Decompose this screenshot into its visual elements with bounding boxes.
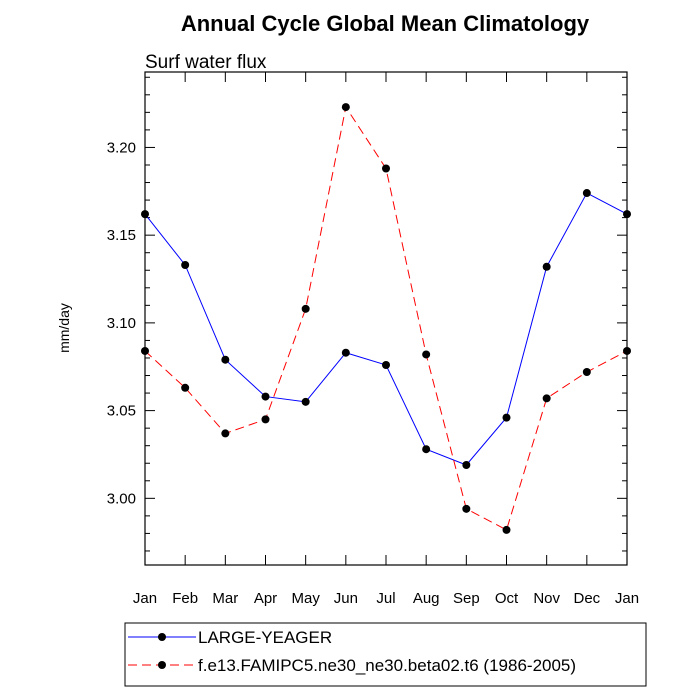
plot-frame <box>144 71 628 566</box>
x-tick-label: Jul <box>376 590 395 607</box>
x-tick-labels: Jan Feb Mar Apr May Jun Jul Aug Sep Oct Nov Dec Jan <box>133 590 639 607</box>
data-point <box>261 392 270 401</box>
data-point <box>221 429 230 438</box>
data-point <box>341 348 350 357</box>
axis-ticks <box>144 72 628 565</box>
legend-marker <box>158 633 166 641</box>
data-point <box>341 103 350 112</box>
data-point <box>502 413 511 422</box>
data-point <box>181 383 190 392</box>
data-point <box>542 394 551 403</box>
y-tick-label: 3.15 <box>107 227 136 244</box>
x-tick-label: Jan <box>133 590 157 607</box>
x-tick-label: Aug <box>413 590 440 607</box>
legend: LARGE-YEAGER f.e13.FAMIPC5.ne30_ne30.beta… <box>124 622 647 687</box>
data-point <box>181 260 190 269</box>
data-point <box>422 445 431 454</box>
y-axis-label: mm/day <box>56 303 72 353</box>
data-point <box>502 525 511 534</box>
y-tick-label: 3.00 <box>107 490 136 507</box>
chart-title: Annual Cycle Global Mean Climatology <box>181 11 590 36</box>
legend-label: LARGE-YEAGER <box>198 628 332 647</box>
x-tick-label: Mar <box>212 590 238 607</box>
x-tick-label: Jun <box>334 590 358 607</box>
series-2 <box>141 103 631 534</box>
data-point <box>462 460 471 469</box>
data-point <box>582 368 591 377</box>
legend-marker <box>158 661 166 669</box>
legend-box <box>124 622 647 687</box>
y-tick-labels: 3.00 3.05 3.10 3.15 3.20 <box>107 139 136 507</box>
data-point <box>582 189 591 198</box>
x-tick-label: Dec <box>573 590 600 607</box>
data-point <box>261 415 270 424</box>
data-point <box>141 346 149 355</box>
data-point <box>301 304 310 313</box>
data-point <box>301 397 310 406</box>
data-point <box>462 504 471 513</box>
x-tick-label: Apr <box>254 590 277 607</box>
x-tick-label: Feb <box>172 590 198 607</box>
x-tick-label: Oct <box>495 590 519 607</box>
y-tick-label: 3.10 <box>107 315 136 332</box>
x-tick-label: Sep <box>453 590 480 607</box>
data-point <box>422 350 431 359</box>
data-point <box>623 346 631 355</box>
y-tick-label: 3.20 <box>107 139 136 156</box>
data-point <box>141 210 149 219</box>
data-point <box>542 262 551 271</box>
data-point <box>382 360 390 369</box>
data-point <box>221 355 230 364</box>
x-tick-label: Jan <box>615 590 639 607</box>
data-point <box>382 164 390 173</box>
series-layer <box>141 103 631 534</box>
series-1 <box>141 189 631 469</box>
x-tick-label: May <box>291 590 320 607</box>
chart-subtitle: Surf water flux <box>145 52 267 73</box>
y-tick-label: 3.05 <box>107 403 136 420</box>
legend-label: f.e13.FAMIPC5.ne30_ne30.beta02.t6 (1986-… <box>198 656 576 675</box>
data-point <box>623 210 631 219</box>
x-tick-label: Nov <box>533 590 560 607</box>
